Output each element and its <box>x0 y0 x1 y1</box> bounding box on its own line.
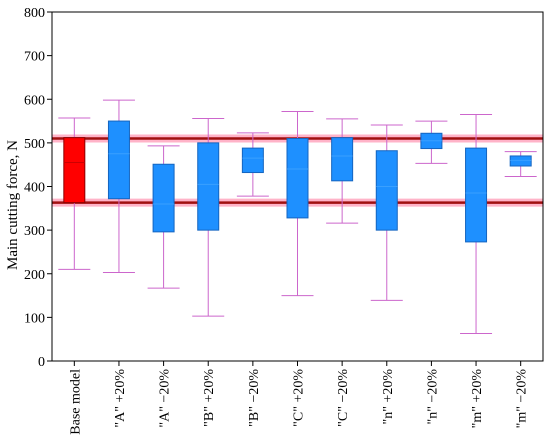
y-tick-label: 300 <box>24 224 45 239</box>
x-category-label: "A" +20% <box>113 369 128 428</box>
box-group <box>147 145 180 289</box>
box-rect <box>331 137 354 182</box>
x-category-label: "B" −20% <box>247 369 262 427</box>
box-group <box>504 151 537 177</box>
box-group <box>326 118 359 224</box>
y-tick-label: 800 <box>24 6 45 21</box>
box-group <box>370 124 403 301</box>
y-tick-label: 400 <box>24 181 45 196</box>
y-axis-ticks: 0 100 200 300 400 500 600 700 800 <box>24 6 522 370</box>
box-group <box>102 99 135 273</box>
box-group <box>192 117 225 317</box>
box-rect <box>509 155 532 167</box>
box-group <box>236 132 269 197</box>
x-category-label: Base model <box>68 369 83 435</box>
x-category-label: "C" −20% <box>336 369 351 427</box>
box-rect <box>107 120 130 200</box>
box-group <box>281 110 314 297</box>
x-axis-category-labels: Base model "A" +20% "A" −20% "B" +20% "B" −2… <box>68 369 529 435</box>
x-category-label: "B" +20% <box>202 369 217 427</box>
base-model-box <box>63 137 86 204</box>
y-tick-label: 500 <box>24 137 45 152</box>
x-category-label: "C" +20% <box>292 369 307 427</box>
box-rect <box>152 163 175 233</box>
x-category-label: "m" −20% <box>515 369 530 429</box>
boxes-layer <box>58 99 537 335</box>
y-axis-label: Main cutting force, N <box>5 140 21 270</box>
x-category-label: "A" −20% <box>158 369 173 428</box>
box-rect <box>465 147 488 243</box>
y-tick-label: 100 <box>24 311 45 326</box>
box-rect <box>286 138 309 219</box>
y-tick-label: 700 <box>24 50 45 65</box>
x-category-label: "m" +20% <box>470 369 485 429</box>
box-group <box>58 117 91 270</box>
box-rect <box>197 142 220 231</box>
box-group <box>415 120 448 164</box>
y-tick-label: 600 <box>24 93 45 108</box>
y-tick-label: 200 <box>24 268 45 283</box>
box-group <box>460 114 493 335</box>
box-rect <box>375 150 398 231</box>
x-category-label: "n" +20% <box>381 369 396 425</box>
box-rect <box>241 147 264 174</box>
x-category-label: "n" −20% <box>425 369 440 425</box>
y-tick-label: 0 <box>38 355 45 370</box>
